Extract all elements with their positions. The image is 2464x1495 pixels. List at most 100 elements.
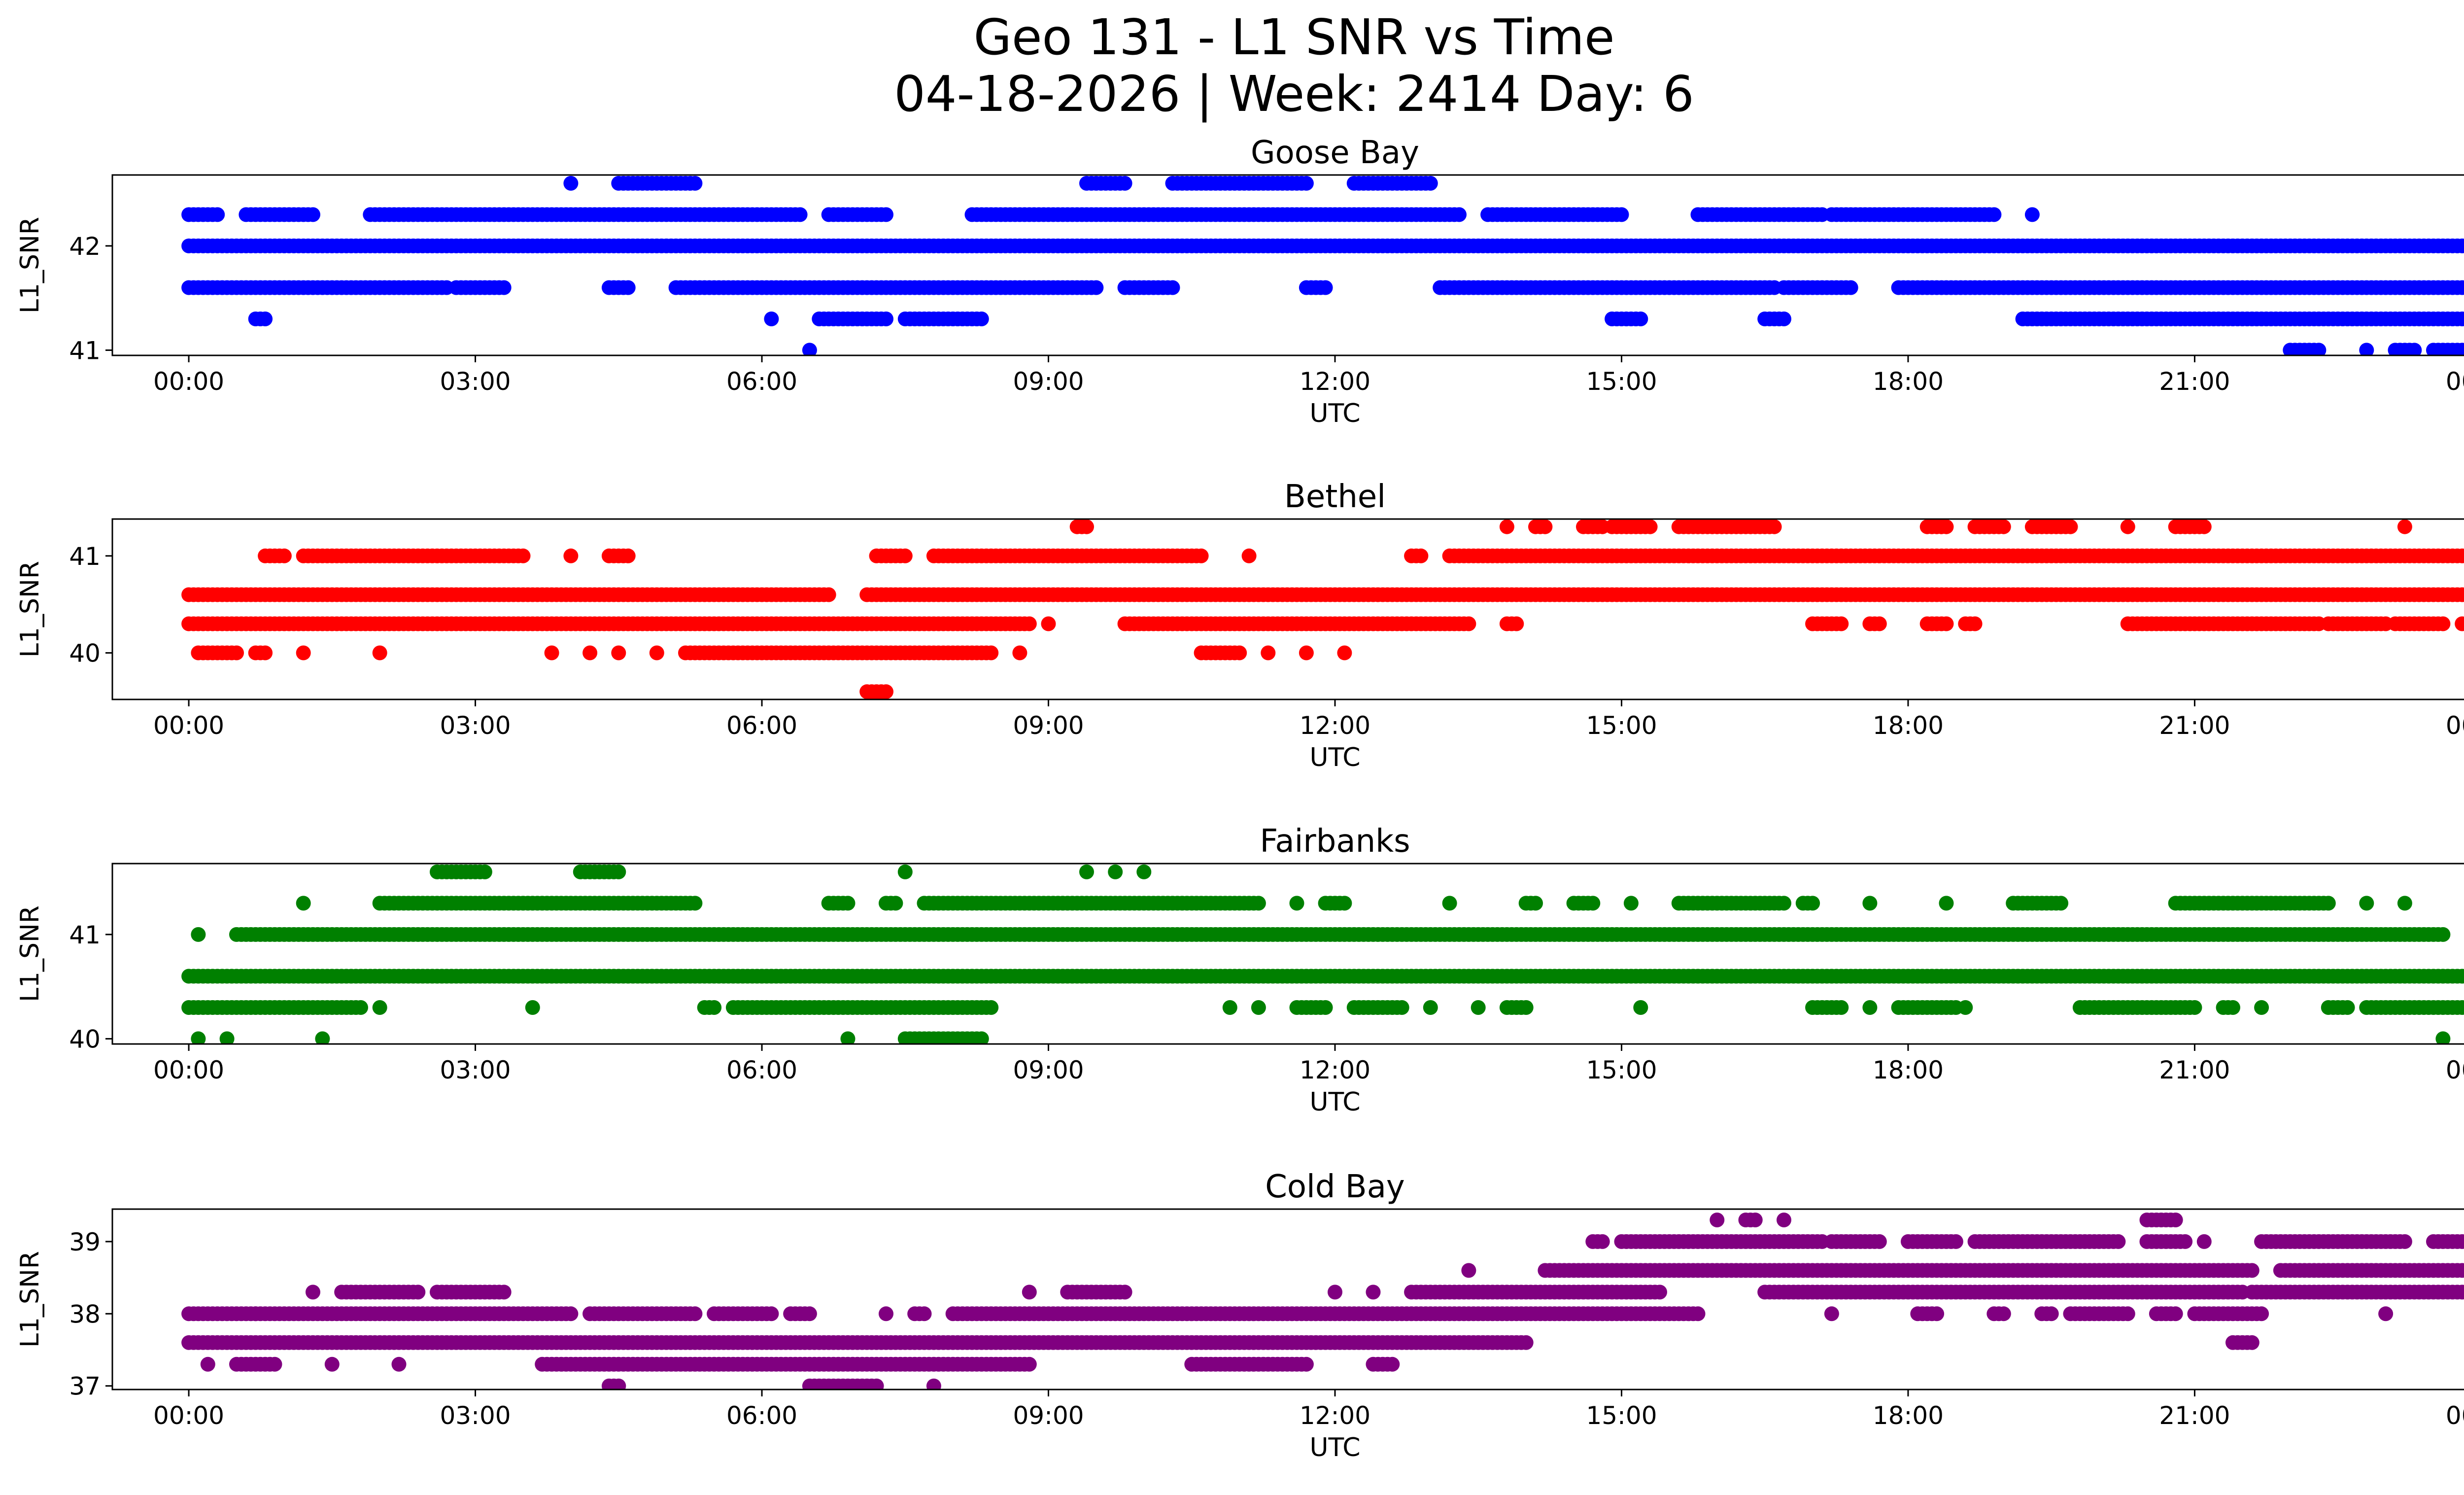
- data-point: [2225, 1000, 2240, 1015]
- data-point: [1805, 896, 1820, 911]
- data-point: [1318, 1000, 1333, 1015]
- data-point: [2187, 1000, 2202, 1015]
- data-point: [2120, 519, 2135, 534]
- scatter-series: [181, 1213, 2464, 1390]
- x-tick-label: 06:00: [726, 1056, 797, 1084]
- data-point: [2359, 343, 2374, 355]
- y-axis-label: L1_SNR: [15, 561, 45, 658]
- data-point: [1996, 519, 2011, 534]
- data-point: [1079, 864, 1094, 879]
- data-point: [764, 1306, 779, 1321]
- data-point: [888, 896, 903, 911]
- data-point: [1633, 312, 1648, 326]
- data-point: [2053, 896, 2069, 911]
- x-tick-label: 00:00: [2446, 711, 2464, 740]
- data-point: [840, 1031, 856, 1044]
- x-tick-label: 06:00: [726, 711, 797, 740]
- data-point: [1251, 1000, 1266, 1015]
- x-tick-label: 09:00: [1013, 1056, 1084, 1084]
- data-point: [191, 927, 206, 942]
- data-point: [296, 645, 311, 661]
- data-point: [1232, 645, 1247, 661]
- data-point: [306, 207, 320, 222]
- x-axis-label: UTC: [1309, 743, 1360, 772]
- data-point: [1643, 519, 1658, 534]
- data-point: [1089, 280, 1104, 295]
- data-point: [1862, 1000, 1878, 1015]
- data-point: [2397, 896, 2412, 911]
- data-point: [2120, 1306, 2135, 1321]
- data-point: [1394, 1000, 1409, 1015]
- data-point: [879, 1306, 893, 1321]
- data-point: [1452, 207, 1467, 222]
- data-point: [1939, 616, 1954, 631]
- data-point: [1222, 1000, 1237, 1015]
- y-tick-label: 40: [69, 1025, 101, 1053]
- data-point: [1862, 896, 1878, 911]
- data-point: [372, 1000, 387, 1015]
- data-point: [1834, 1000, 1849, 1015]
- data-point: [2435, 1031, 2451, 1044]
- data-point: [391, 1356, 407, 1372]
- data-point: [1996, 1306, 2011, 1321]
- x-tick-label: 15:00: [1586, 711, 1657, 740]
- data-point: [1499, 519, 1514, 534]
- x-tick-label: 00:00: [153, 711, 224, 740]
- data-point: [2063, 519, 2078, 534]
- data-point: [1461, 616, 1476, 631]
- data-point: [620, 280, 636, 295]
- data-point: [1614, 207, 1629, 222]
- y-tick-label: 40: [69, 639, 101, 668]
- data-point: [1939, 519, 1954, 534]
- data-point: [267, 1356, 282, 1372]
- data-point: [191, 1031, 206, 1044]
- data-point: [1241, 548, 1257, 563]
- y-tick-label: 41: [69, 542, 101, 571]
- data-point: [974, 312, 989, 326]
- data-point: [2459, 343, 2464, 355]
- data-point: [1117, 175, 1132, 191]
- x-tick-label: 00:00: [153, 367, 224, 396]
- data-point: [1471, 1000, 1486, 1015]
- data-point: [802, 343, 817, 355]
- data-point: [879, 684, 893, 699]
- data-point: [563, 1306, 579, 1321]
- data-point: [1251, 896, 1266, 911]
- data-point: [1843, 280, 1858, 295]
- data-point: [1079, 519, 1094, 534]
- data-point: [258, 312, 273, 326]
- data-point: [2024, 207, 2040, 222]
- x-tick-label: 12:00: [1300, 367, 1370, 396]
- plot-frame: [111, 174, 2464, 356]
- data-point: [1585, 896, 1601, 911]
- data-point: [1777, 312, 1791, 326]
- data-point: [210, 207, 225, 222]
- data-point: [1518, 1335, 1534, 1350]
- data-point: [1022, 616, 1037, 631]
- data-point: [687, 896, 703, 911]
- panel-title: Bethel: [1284, 479, 1386, 515]
- x-tick-label: 18:00: [1873, 367, 1944, 396]
- data-point: [984, 645, 999, 661]
- data-point: [1986, 207, 2002, 222]
- data-point: [2459, 280, 2464, 295]
- data-point: [792, 207, 808, 222]
- data-point: [2359, 896, 2374, 911]
- x-tick-label: 00:00: [2446, 367, 2464, 396]
- x-tick-label: 21:00: [2159, 711, 2230, 740]
- x-tick-label: 21:00: [2159, 1056, 2230, 1084]
- data-point: [2340, 1000, 2355, 1015]
- data-point: [258, 645, 273, 661]
- scatter-series: [181, 519, 2464, 699]
- data-point: [897, 548, 913, 563]
- figure-subtitle: 04-18-2026 | Week: 2414 Day: 6: [894, 65, 1694, 123]
- x-tick-label: 15:00: [1586, 1056, 1657, 1084]
- x-tick-label: 09:00: [1013, 367, 1084, 396]
- data-point: [200, 1356, 215, 1372]
- data-point: [353, 1000, 368, 1015]
- x-tick-label: 21:00: [2159, 367, 2230, 396]
- data-point: [879, 312, 893, 326]
